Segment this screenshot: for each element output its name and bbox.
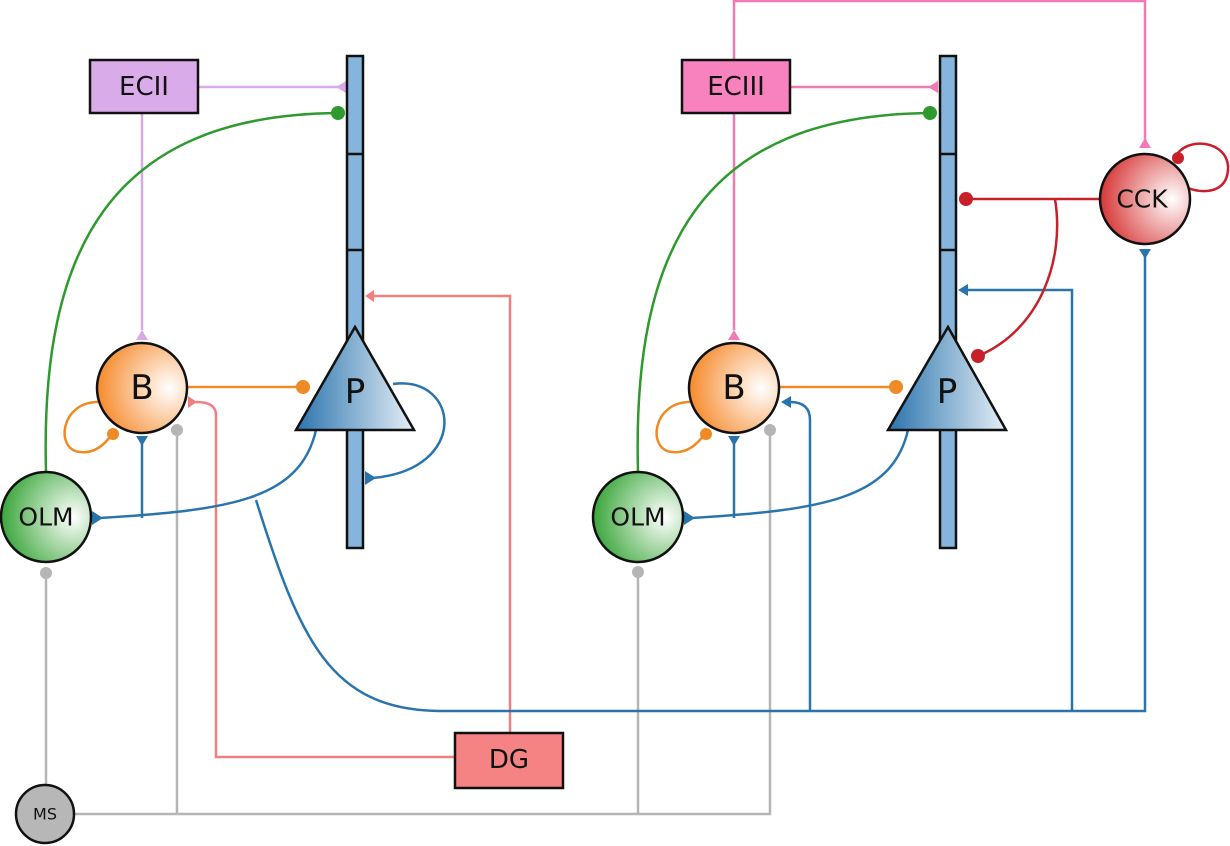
pyramidal-left-dendrite: [345, 54, 365, 550]
basket-right-label: B: [722, 368, 745, 408]
olm-left-projection: [44, 106, 345, 473]
dg-projections: [188, 290, 512, 759]
pyramidal-cell-right: P: [885, 324, 1009, 432]
basket-right-projections: [655, 380, 903, 454]
basket-left-label: B: [130, 368, 153, 408]
ecii-projections: [136, 81, 346, 340]
eciii-label: ECIII: [707, 72, 765, 102]
basket-cell-left: B: [95, 341, 189, 435]
dg-node: DG: [453, 731, 565, 790]
pyramidal-right-label: P: [937, 372, 958, 412]
ecii-node: ECII: [88, 58, 200, 115]
cck-cell: CCK: [1098, 152, 1192, 246]
eciii-node: ECIII: [680, 58, 792, 115]
pyramidal-left-projections: [92, 249, 1151, 713]
pyramidal-cell-left: P: [293, 324, 417, 432]
ms-projections: [40, 424, 776, 816]
olm-cell-right: OLM: [591, 470, 685, 564]
basket-cell-right: B: [687, 341, 781, 435]
ms-node: MS: [14, 783, 76, 845]
olm-cell-left: OLM: [0, 470, 93, 564]
pyramidal-left-label: P: [345, 372, 366, 412]
cck-label: CCK: [1116, 185, 1168, 214]
olm-left-label: OLM: [18, 503, 73, 532]
pyramidal-right-dendrite: [938, 54, 958, 550]
cck-projections: [959, 142, 1230, 363]
dg-label: DG: [489, 745, 529, 775]
olm-right-projection: [636, 106, 937, 473]
ms-label: MS: [33, 805, 57, 824]
pyramidal-right-projections: [684, 429, 910, 525]
basket-left-projections: [63, 380, 310, 454]
ecii-label: ECII: [119, 72, 169, 102]
eciii-projections: [728, 0, 1151, 340]
olm-right-label: OLM: [610, 503, 665, 532]
